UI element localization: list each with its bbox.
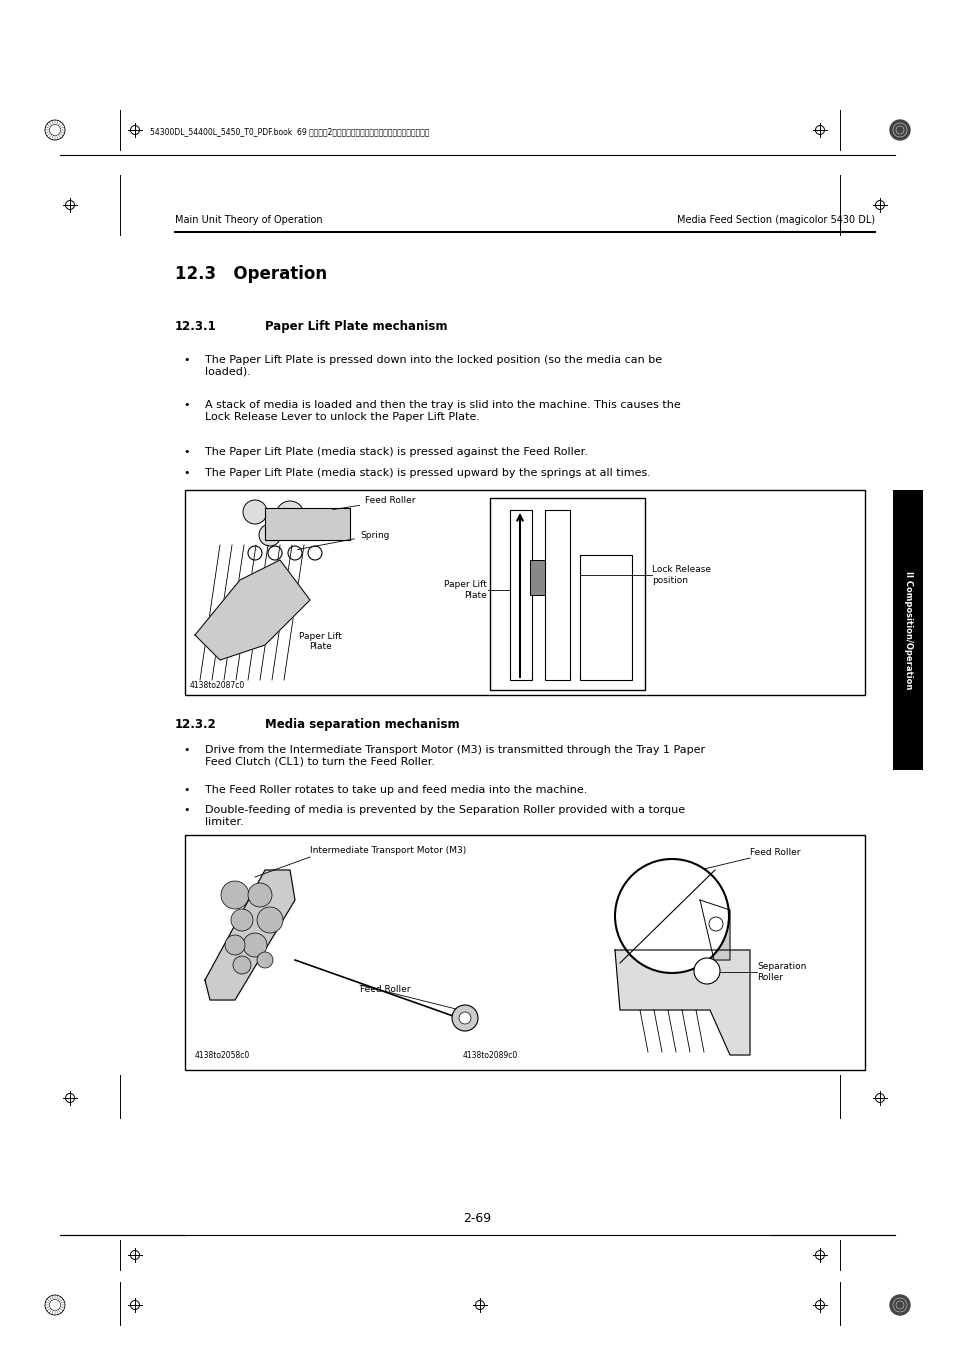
Text: Feed Roller: Feed Roller: [749, 848, 800, 857]
Text: 4138to2089c0: 4138to2089c0: [462, 1051, 517, 1061]
Text: A stack of media is loaded and then the tray is slid into the machine. This caus: A stack of media is loaded and then the …: [205, 400, 680, 422]
Text: II Composition/Operation: II Composition/Operation: [902, 571, 911, 689]
Text: Intermediate Transport Motor (M3): Intermediate Transport Motor (M3): [310, 846, 466, 855]
Circle shape: [256, 907, 283, 934]
Text: Feed Roller: Feed Roller: [359, 985, 410, 994]
Circle shape: [243, 934, 267, 957]
Text: The Feed Roller rotates to take up and feed media into the machine.: The Feed Roller rotates to take up and f…: [205, 785, 587, 794]
Bar: [490, 499, 644, 690]
Text: The Paper Lift Plate is pressed down into the locked position (so the media can : The Paper Lift Plate is pressed down int…: [205, 355, 661, 377]
Circle shape: [708, 917, 722, 931]
Circle shape: [458, 1012, 471, 1024]
Polygon shape: [700, 900, 729, 961]
Text: Drive from the Intermediate Transport Motor (M3) is transmitted through the Tray: Drive from the Intermediate Transport Mo…: [205, 744, 704, 766]
Text: 4138to2058c0: 4138to2058c0: [194, 1051, 250, 1061]
Bar: [510, 509, 532, 680]
Bar: [185, 490, 864, 694]
Text: Separation
Roller: Separation Roller: [757, 962, 805, 982]
Text: •: •: [183, 805, 190, 815]
Text: Double-feeding of media is prevented by the Separation Roller provided with a to: Double-feeding of media is prevented by …: [205, 805, 684, 827]
Text: Paper Lift
Plate: Paper Lift Plate: [298, 632, 341, 651]
Circle shape: [233, 957, 251, 974]
Text: 12.3   Operation: 12.3 Operation: [174, 265, 327, 282]
Text: Media separation mechanism: Media separation mechanism: [265, 717, 459, 731]
Text: 4138to2087c0: 4138to2087c0: [190, 681, 245, 690]
Text: 2-69: 2-69: [462, 1212, 491, 1224]
Text: Paper Lift
Plate: Paper Lift Plate: [444, 581, 486, 600]
Circle shape: [243, 500, 267, 524]
Circle shape: [889, 1296, 909, 1315]
Circle shape: [231, 909, 253, 931]
Text: Paper Lift Plate mechanism: Paper Lift Plate mechanism: [265, 320, 447, 332]
Circle shape: [248, 884, 272, 907]
Bar: [544, 509, 569, 680]
Bar: [265, 508, 350, 540]
Text: 12.3.1: 12.3.1: [174, 320, 216, 332]
Text: Lock Release
position: Lock Release position: [651, 565, 710, 585]
Text: •: •: [183, 400, 190, 409]
Polygon shape: [615, 950, 749, 1055]
Circle shape: [275, 501, 304, 530]
Text: Spring: Spring: [297, 531, 389, 550]
Text: The Paper Lift Plate (media stack) is pressed upward by the springs at all times: The Paper Lift Plate (media stack) is pr…: [205, 467, 650, 478]
Text: The Paper Lift Plate (media stack) is pressed against the Feed Roller.: The Paper Lift Plate (media stack) is pr…: [205, 447, 587, 457]
Circle shape: [693, 958, 720, 984]
Bar: [530, 561, 544, 594]
Text: •: •: [183, 785, 190, 794]
Text: 54300DL_54400L_5450_T0_PDF.book  69 ページ　2００５年４月１２日　火曜日　午後４時４９分: 54300DL_54400L_5450_T0_PDF.book 69 ページ 2…: [150, 127, 429, 136]
Bar: [185, 835, 864, 1070]
Bar: [579, 555, 631, 680]
Text: Main Unit Theory of Operation: Main Unit Theory of Operation: [174, 215, 322, 226]
Polygon shape: [194, 561, 310, 661]
Circle shape: [258, 524, 281, 546]
Text: Media Feed Section (magicolor 5430 DL): Media Feed Section (magicolor 5430 DL): [677, 215, 874, 226]
Circle shape: [452, 1005, 477, 1031]
Bar: [892, 490, 923, 770]
Circle shape: [310, 509, 330, 530]
Circle shape: [225, 935, 245, 955]
Text: Feed Roller: Feed Roller: [333, 496, 416, 509]
Text: •: •: [183, 467, 190, 478]
Text: •: •: [183, 744, 190, 755]
Circle shape: [615, 859, 728, 973]
Circle shape: [221, 881, 249, 909]
Text: •: •: [183, 355, 190, 365]
Circle shape: [889, 120, 909, 141]
Circle shape: [256, 952, 273, 969]
Text: 12.3.2: 12.3.2: [174, 717, 216, 731]
Polygon shape: [205, 870, 294, 1000]
Text: •: •: [183, 447, 190, 457]
